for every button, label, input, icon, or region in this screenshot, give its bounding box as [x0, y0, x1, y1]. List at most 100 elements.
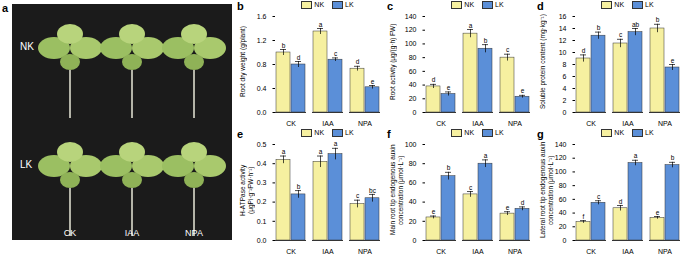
svg-text:CK: CK [586, 120, 596, 126]
svg-text:8: 8 [563, 61, 567, 68]
svg-text:14: 14 [559, 25, 567, 32]
svg-text:16: 16 [559, 13, 567, 20]
svg-text:b: b [282, 42, 286, 49]
svg-text:CK: CK [586, 248, 596, 254]
svg-text:140: 140 [555, 141, 567, 148]
svg-text:d: d [297, 54, 301, 61]
svg-text:a: a [334, 140, 338, 147]
svg-text:a: a [484, 152, 488, 159]
svg-text:100: 100 [405, 141, 417, 148]
svg-text:CK: CK [64, 228, 77, 238]
svg-text:b: b [671, 154, 675, 161]
svg-text:NPA: NPA [358, 120, 372, 126]
svg-text:e: e [506, 204, 510, 211]
svg-text:0.3: 0.3 [257, 179, 267, 186]
svg-text:0: 0 [563, 109, 567, 116]
svg-text:1.6: 1.6 [257, 13, 267, 20]
svg-text:40: 40 [409, 198, 417, 205]
svg-text:a: a [634, 152, 638, 159]
svg-text:20: 20 [409, 95, 417, 102]
svg-text:60: 60 [559, 196, 567, 203]
svg-text:40: 40 [559, 209, 567, 216]
svg-text:d: d [521, 199, 525, 206]
svg-text:0.8: 0.8 [257, 61, 267, 68]
svg-text:IAA: IAA [622, 120, 634, 126]
svg-text:e: e [447, 84, 451, 91]
svg-text:b: b [297, 183, 301, 190]
svg-text:a: a [319, 21, 323, 28]
svg-text:0: 0 [413, 237, 417, 244]
svg-text:20: 20 [409, 218, 417, 225]
svg-text:d: d [432, 76, 436, 83]
svg-text:c: c [597, 193, 601, 200]
svg-text:IAA: IAA [125, 228, 140, 238]
svg-text:NPA: NPA [508, 120, 522, 126]
svg-text:bc: bc [369, 187, 377, 194]
svg-text:CK: CK [286, 120, 296, 126]
svg-text:100: 100 [555, 168, 567, 175]
svg-text:b: b [656, 16, 660, 23]
svg-text:c: c [334, 50, 338, 57]
svg-text:80: 80 [409, 54, 417, 61]
svg-text:a: a [282, 148, 286, 155]
svg-text:20: 20 [559, 223, 567, 230]
svg-text:120: 120 [405, 26, 417, 33]
svg-text:b: b [447, 164, 451, 171]
svg-text:a: a [469, 22, 473, 29]
svg-text:NPA: NPA [508, 248, 522, 254]
svg-text:12: 12 [559, 37, 567, 44]
svg-text:e: e [656, 209, 660, 216]
svg-text:NPA: NPA [658, 120, 672, 126]
svg-text:b: b [484, 37, 488, 44]
svg-text:0.0: 0.0 [257, 237, 267, 244]
svg-text:a: a [319, 148, 323, 155]
svg-text:IAA: IAA [322, 248, 334, 254]
svg-text:f: f [583, 213, 585, 220]
svg-text:ab: ab [632, 21, 640, 28]
svg-text:0.2: 0.2 [257, 198, 267, 205]
svg-text:CK: CK [436, 120, 446, 126]
svg-text:0.4: 0.4 [257, 85, 267, 92]
svg-text:c: c [619, 31, 623, 38]
svg-text:140: 140 [405, 13, 417, 20]
svg-text:6: 6 [563, 73, 567, 80]
svg-text:NPA: NPA [658, 248, 672, 254]
svg-text:0.0: 0.0 [257, 109, 267, 116]
svg-text:e: e [432, 208, 436, 215]
svg-text:c: c [356, 192, 360, 199]
svg-text:80: 80 [559, 182, 567, 189]
svg-text:e: e [521, 87, 525, 94]
svg-text:10: 10 [559, 49, 567, 56]
svg-text:e: e [371, 78, 375, 85]
svg-text:40: 40 [409, 81, 417, 88]
svg-text:0.4: 0.4 [257, 160, 267, 167]
svg-text:60: 60 [409, 179, 417, 186]
svg-text:c: c [469, 184, 473, 191]
svg-text:e: e [671, 57, 675, 64]
svg-text:0: 0 [413, 109, 417, 116]
svg-text:d: d [582, 47, 586, 54]
svg-text:0: 0 [563, 237, 567, 244]
svg-text:LK: LK [20, 159, 33, 170]
svg-text:100: 100 [405, 40, 417, 47]
svg-text:NK: NK [20, 41, 34, 52]
svg-text:IAA: IAA [472, 248, 484, 254]
svg-text:d: d [356, 58, 360, 65]
svg-text:IAA: IAA [472, 120, 484, 126]
svg-text:60: 60 [409, 68, 417, 75]
svg-text:0.5: 0.5 [257, 141, 267, 148]
svg-text:b: b [597, 24, 601, 31]
svg-text:NPA: NPA [358, 248, 372, 254]
svg-text:2: 2 [563, 97, 567, 104]
svg-text:0.1: 0.1 [257, 218, 267, 225]
svg-text:a: a [2, 2, 9, 14]
svg-text:4: 4 [563, 85, 567, 92]
svg-text:120: 120 [555, 154, 567, 161]
svg-text:1.2: 1.2 [257, 37, 267, 44]
svg-text:c: c [506, 46, 510, 53]
svg-text:NPA: NPA [185, 228, 203, 238]
svg-text:80: 80 [409, 160, 417, 167]
svg-text:IAA: IAA [322, 120, 334, 126]
svg-text:CK: CK [436, 248, 446, 254]
svg-text:d: d [619, 198, 623, 205]
